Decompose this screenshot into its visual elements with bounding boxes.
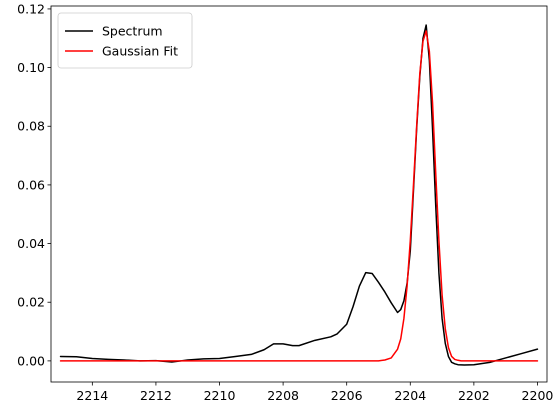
- series-line-1: [59, 30, 539, 362]
- y-tick-label: 0.12: [17, 1, 45, 16]
- x-tick-label: 2210: [204, 388, 236, 403]
- axes-layer: 2214 2212 2210 2208 2206 2204 2202 2200 0.00 0.02…: [17, 1, 553, 403]
- x-tick-label: 2204: [394, 388, 426, 403]
- x-tick-label: 2214: [76, 388, 108, 403]
- series-line-0: [59, 24, 539, 366]
- legend: Spectrum Gaussian Fit: [57, 12, 193, 69]
- x-tick-label: 2206: [331, 388, 363, 403]
- legend-label-0: Spectrum: [102, 24, 163, 39]
- legend-label-1: Gaussian Fit: [102, 44, 178, 59]
- y-tick-label: 0.00: [17, 353, 45, 368]
- y-tick-label: 0.08: [17, 119, 45, 134]
- plot-frame: [50, 5, 548, 383]
- y-tick-label: 0.02: [17, 295, 45, 310]
- x-tick-label: 2202: [458, 388, 490, 403]
- plot-area: [51, 6, 547, 382]
- x-tick-label: 2208: [267, 388, 299, 403]
- y-tick-label: 0.06: [17, 177, 45, 192]
- legend-frame: [57, 12, 193, 69]
- x-tick-label: 2212: [140, 388, 172, 403]
- y-tick-label: 0.04: [17, 236, 45, 251]
- series-layer: [59, 24, 539, 366]
- x-tick-label: 2200: [522, 388, 554, 403]
- y-tick-label: 0.10: [17, 60, 45, 75]
